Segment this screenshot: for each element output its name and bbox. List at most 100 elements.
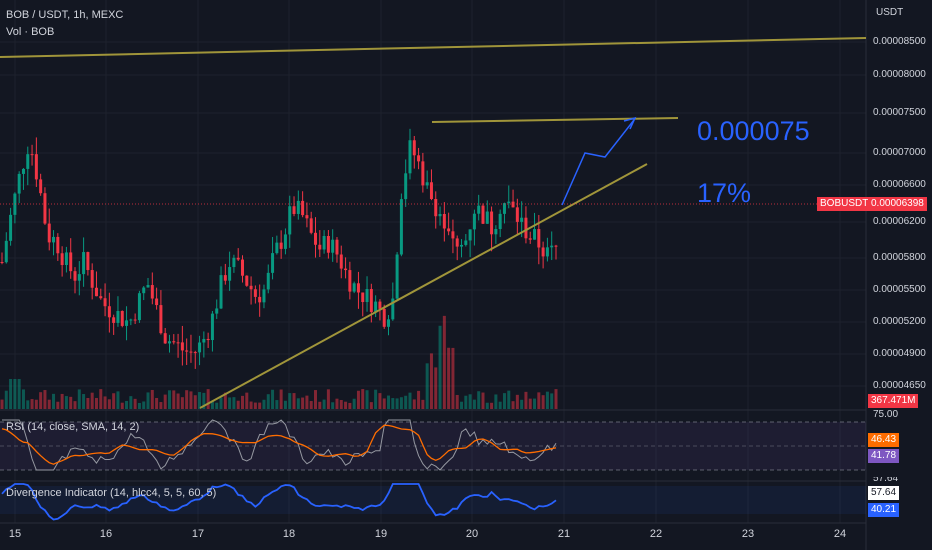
candle-body [4,240,8,263]
candle-body [344,268,348,271]
volume-bar [356,390,360,409]
rsi-legend[interactable]: RSI (14, close, SMA, 14, 2) [6,421,140,433]
candle-body [64,252,68,266]
target-price-annotation[interactable]: 0.000075 [697,116,810,146]
divergence-legend[interactable]: Divergence Indicator (14, hlcc4, 5, 5, 6… [6,487,217,499]
candle-body [43,193,47,224]
candle-body [502,203,506,214]
horizontal-resistance-line[interactable] [431,117,679,123]
candle-body [34,154,38,180]
volume-bar [47,399,51,409]
candle-body [288,206,292,235]
candle-body [369,289,373,312]
volume-bar [99,389,103,409]
volume-bar [159,402,163,409]
price-axis-label: 0.00006200 [873,216,926,227]
candle-body [537,229,541,248]
volume-bar [223,392,227,409]
volume-bar [305,395,309,409]
volume-bar [21,389,25,409]
candlesticks [0,128,558,369]
rsi-upper-label: 75.00 [873,409,899,420]
candle-body [391,298,395,320]
candle-body [240,259,244,276]
candle-body [498,213,502,230]
candle-body [296,200,300,214]
candle-body [185,350,189,352]
candle-body [253,289,257,297]
projection-path[interactable] [561,119,635,206]
volume-bar [331,402,335,409]
candle-body [292,206,296,214]
percent-annotation[interactable]: 17% [697,178,752,208]
volume-bar [90,392,94,409]
volume-bar [60,393,64,409]
volume-bar [219,397,223,409]
volume-bar [451,347,455,409]
volume-legend[interactable]: Vol · BOB [6,26,55,38]
volume-bar [193,395,197,409]
volume-bar [13,379,17,409]
candle-body [172,341,176,343]
candle-body [77,274,81,281]
price-axis-label: 0.00008000 [873,69,926,80]
volume-bar [335,398,339,409]
candle-body [86,252,90,271]
price-axis-label: 0.00006600 [873,179,926,190]
volume-bar [185,390,189,409]
volume-bar [271,389,275,409]
time-axis-label: 16 [99,528,113,540]
time-axis-label: 15 [8,528,22,540]
last-price-symbol-badge: BOBUSDT [817,197,872,211]
candle-body [335,239,339,255]
upper-resistance-trendline[interactable] [0,37,867,58]
candle-body [528,238,532,240]
volume-bar [26,400,30,409]
candle-body [82,252,86,275]
volume-bar [232,397,236,409]
candle-body [339,254,343,269]
volume-bar [374,389,378,409]
volume-bar [468,394,472,409]
volume-bar [262,399,266,409]
time-axis-label: 21 [557,528,571,540]
candle-body [193,352,197,354]
candle-body [395,254,399,299]
volume-bar [391,398,395,409]
volume-bar [520,399,524,409]
volume-bar [447,347,451,409]
volume-bar [82,394,86,409]
candle-body [404,173,408,200]
price-axis-label: 0.00008500 [873,36,926,47]
volume-bar [258,402,262,409]
symbol-legend[interactable]: BOB / USDT, 1h, MEXC [6,9,124,21]
ascending-support-trendline[interactable] [199,163,648,409]
volume-bar [348,402,352,409]
candle-body [232,257,236,268]
candle-body [73,271,77,281]
volume-bar [455,394,459,409]
divergence-line [1,483,557,521]
time-axis-label: 23 [741,528,755,540]
price-axis-label: 0.00007500 [873,107,926,118]
candle-body [223,275,227,281]
candle-body [374,301,378,312]
candle-body [271,253,275,273]
candle-body [399,199,403,255]
candle-body [434,199,438,217]
candle-body [348,270,352,292]
volume-bar [120,402,124,409]
volume-bar [352,398,356,409]
candle-body [39,179,43,194]
volume-bar [361,389,365,409]
candle-body [116,311,120,323]
volume-bar [502,393,506,409]
candle-body [468,229,472,241]
rsi-lines [1,419,557,471]
divergence-line [1,483,557,521]
volume-bar [0,399,4,409]
candle-body [155,298,159,306]
candle-body [438,213,442,217]
volume-bar [163,394,167,409]
